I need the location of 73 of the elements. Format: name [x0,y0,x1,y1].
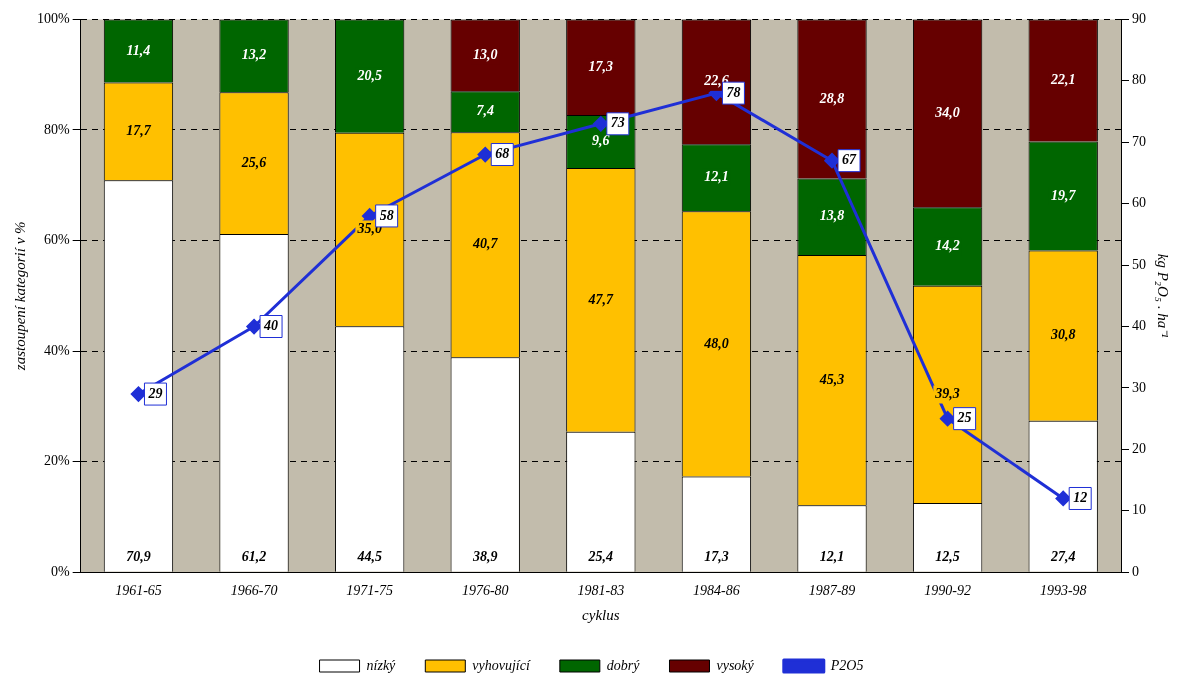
x-tick-label: 1993-98 [1039,583,1087,599]
y2-tick-label: 50 [1132,256,1146,272]
data-label: 47,7 [587,291,615,307]
data-label: 19,7 [1050,187,1077,203]
x-tick-label: 1961-65 [115,583,162,599]
legend-label: nízký [366,657,397,673]
y-tick-label: 20% [43,453,70,469]
data-label: 48,0 [703,335,729,351]
data-label: 14,2 [935,238,960,254]
y2-tick-label: 40 [1132,318,1146,334]
legend-label: vysoký [716,657,755,673]
data-label: 73 [610,115,625,131]
data-label: 12,5 [935,549,960,565]
y2-tick-label: 30 [1132,379,1146,395]
data-label: 27,4 [1049,549,1076,565]
data-label: 25 [956,410,972,426]
data-label: 34,0 [934,104,960,120]
data-label: 13,2 [241,47,267,63]
x-tick-label: 1971-75 [346,583,393,599]
y2-tick-label: 70 [1132,133,1146,149]
y-tick-label: 100% [36,11,70,27]
legend-label: vyhovující [472,657,531,673]
data-label: 70,9 [126,549,151,565]
data-label: 12,1 [819,549,845,565]
data-label: 22,1 [1049,72,1076,88]
data-label: 30,8 [1049,327,1076,343]
data-label: 13,8 [819,208,845,224]
legend-label: dobrý [606,657,641,673]
y2-tick-label: 80 [1132,72,1146,88]
data-label: 68 [495,146,510,162]
y-tick-label: 80% [43,121,70,137]
data-label: 39,3 [934,386,960,402]
data-label: 17,3 [704,549,729,565]
data-label: 58 [379,207,394,223]
y2-tick-label: 0 [1132,563,1139,579]
data-label: 38,9 [471,549,498,565]
data-label: 9,6 [592,133,610,149]
data-label: 12 [1073,490,1088,506]
y-tick-label: 60% [43,232,70,248]
data-label: 11,4 [126,42,151,58]
x-tick-label: 1984-86 [693,583,740,599]
x-tick-label: 1990-92 [924,583,971,599]
data-label: 17,3 [588,58,614,74]
data-label: 67 [842,152,858,168]
y2-axis-title: kg P₂O₅ . ha⁻¹ [1155,253,1172,339]
y2-tick-label: 20 [1132,441,1146,457]
data-label: 61,2 [241,549,267,565]
data-label: 28,8 [818,90,845,106]
y-tick-label: 40% [43,342,70,358]
data-label: 40 [263,318,279,334]
data-label: 17,7 [126,122,152,138]
x-tick-label: 1987-89 [808,583,856,599]
y2-tick-label: 90 [1132,11,1146,27]
y-axis-title: zastoupení kategorií v % [11,221,28,372]
data-label: 45,3 [818,371,845,387]
data-label: 29 [147,385,163,401]
data-label: 40,7 [471,236,499,252]
data-label: 12,1 [704,169,729,185]
legend-label: P2O5 [829,657,864,673]
data-label: 13,0 [472,46,498,62]
data-label: 25,6 [240,154,267,170]
y-tick-label: 0% [50,563,70,579]
y2-tick-label: 60 [1132,195,1146,211]
data-label: 44,5 [356,549,382,565]
data-label: 25,4 [587,549,614,565]
y2-tick-label: 10 [1132,502,1146,518]
x-tick-label: 1966-70 [230,583,278,599]
data-label: 78 [726,84,741,100]
data-label: 7,4 [476,103,494,119]
x-tick-label: 1981-83 [577,583,625,599]
x-axis-title: cyklus [582,606,620,623]
data-label: 20,5 [356,67,382,83]
x-tick-label: 1976-80 [461,583,509,599]
